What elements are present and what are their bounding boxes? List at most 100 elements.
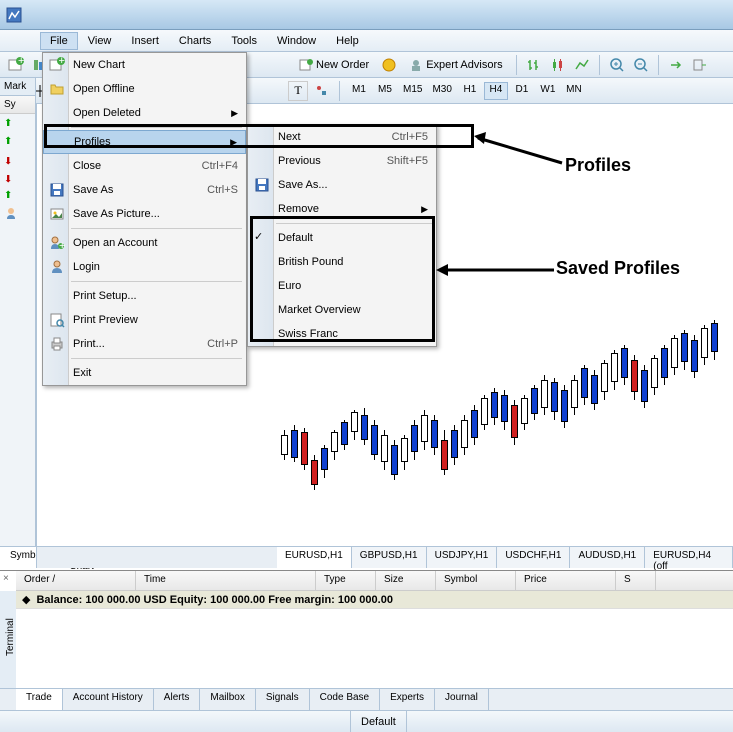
- timeframe-m30[interactable]: M30: [428, 82, 455, 100]
- terminal-tab-alerts[interactable]: Alerts: [154, 689, 201, 710]
- toolbar-separator: [516, 55, 517, 75]
- zoom-out-button[interactable]: [631, 55, 651, 75]
- shift-button[interactable]: [690, 55, 710, 75]
- profile-item-british-pound[interactable]: British Pound: [248, 250, 436, 274]
- chart-tab[interactable]: USDCHF,H1: [497, 547, 570, 568]
- chart-tab[interactable]: EURUSD,H1: [277, 547, 352, 568]
- terminal-column-header[interactable]: Order /: [16, 571, 136, 590]
- menu-window[interactable]: Window: [267, 32, 326, 50]
- profile-item-market-overview[interactable]: Market Overview: [248, 298, 436, 322]
- profile-item-previous[interactable]: PreviousShift+F5: [248, 149, 436, 173]
- terminal-tab-code-base[interactable]: Code Base: [310, 689, 380, 710]
- menu-charts[interactable]: Charts: [169, 32, 221, 50]
- scroll-button[interactable]: [666, 55, 686, 75]
- profile-item-save-as-[interactable]: Save As...: [248, 173, 436, 197]
- terminal-column-header[interactable]: S: [616, 571, 656, 590]
- timeframe-mn[interactable]: MN: [562, 82, 586, 100]
- menu-item-open-deleted[interactable]: Open Deleted▶: [43, 101, 246, 125]
- terminal-column-header[interactable]: Time: [136, 571, 316, 590]
- menu-item-print-setup-[interactable]: Print Setup...: [43, 284, 246, 308]
- chart-tab[interactable]: EURUSD,H4 (off: [645, 547, 733, 568]
- profile-item-swiss-franc[interactable]: Swiss Franc: [248, 322, 436, 346]
- chart-tab[interactable]: USDJPY,H1: [427, 547, 498, 568]
- menu-item-profiles[interactable]: Profiles▶: [43, 130, 246, 154]
- autotrading-button[interactable]: [379, 55, 399, 75]
- expert-advisors-button[interactable]: Expert Advisors: [403, 56, 508, 74]
- text-button[interactable]: T: [288, 81, 308, 101]
- menu-item-exit[interactable]: Exit: [43, 361, 246, 385]
- menu-item-open-offline[interactable]: Open Offline: [43, 77, 246, 101]
- new-chart-button[interactable]: +: [6, 55, 26, 75]
- profile-item-next[interactable]: NextCtrl+F5: [248, 125, 436, 149]
- profile-item-default[interactable]: ✓Default: [248, 226, 436, 250]
- market-watch-row[interactable]: ⬆: [0, 168, 35, 186]
- timeframe-w1[interactable]: W1: [536, 82, 560, 100]
- timeframe-h1[interactable]: H1: [458, 82, 482, 100]
- market-watch-row[interactable]: ⬆: [0, 186, 35, 204]
- timeframe-m1[interactable]: M1: [347, 82, 371, 100]
- terminal-tab-experts[interactable]: Experts: [380, 689, 435, 710]
- menu-item-open-an-account[interactable]: +Open an Account: [43, 231, 246, 255]
- terminal-tab-mailbox[interactable]: Mailbox: [200, 689, 255, 710]
- save-icon: [254, 177, 270, 193]
- market-watch-row[interactable]: ⬆: [0, 114, 35, 132]
- submenu-arrow-icon: ▶: [231, 108, 238, 119]
- menu-item-save-as-picture-[interactable]: Save As Picture...: [43, 202, 246, 226]
- menu-item-login[interactable]: Login: [43, 255, 246, 279]
- menu-item-new-chart[interactable]: +New Chart: [43, 53, 246, 77]
- menu-item-save-as[interactable]: Save AsCtrl+S: [43, 178, 246, 202]
- annotation-label-saved: Saved Profiles: [556, 258, 680, 279]
- line-chart-button[interactable]: [572, 55, 592, 75]
- menu-item-print-preview[interactable]: Print Preview: [43, 308, 246, 332]
- down-arrow-icon: ⬆: [4, 172, 12, 183]
- candle-chart-button[interactable]: [548, 55, 568, 75]
- print-icon: [49, 336, 65, 352]
- timeframe-h4[interactable]: H4: [484, 82, 508, 100]
- menu-file[interactable]: File: [40, 32, 78, 50]
- status-bar: Default: [0, 710, 733, 732]
- menu-help[interactable]: Help: [326, 32, 369, 50]
- terminal-column-header[interactable]: Symbol: [436, 571, 516, 590]
- timeframe-d1[interactable]: D1: [510, 82, 534, 100]
- menu-item-close[interactable]: CloseCtrl+F4: [43, 154, 246, 178]
- menu-separator: [71, 228, 242, 229]
- preview-icon: [49, 312, 65, 328]
- chart-tab[interactable]: GBPUSD,H1: [352, 547, 427, 568]
- timeframe-m15[interactable]: M15: [399, 82, 426, 100]
- terminal-tab-trade[interactable]: Trade: [16, 689, 63, 710]
- svg-text:+: +: [59, 57, 65, 67]
- chart-tab[interactable]: AUDUSD,H1: [570, 547, 645, 568]
- bar-chart-button[interactable]: [524, 55, 544, 75]
- terminal-column-header[interactable]: Size: [376, 571, 436, 590]
- zoom-in-button[interactable]: [607, 55, 627, 75]
- terminal-balance-row: ◆ Balance: 100 000.00 USD Equity: 100 00…: [16, 591, 733, 609]
- objects-button[interactable]: [312, 81, 332, 101]
- terminal-tab-signals[interactable]: Signals: [256, 689, 310, 710]
- menu-insert[interactable]: Insert: [121, 32, 169, 50]
- market-watch-row[interactable]: [0, 204, 35, 222]
- terminal-column-header[interactable]: Type: [316, 571, 376, 590]
- timeframe-bar: M1M5M15M30H1H4D1W1MN: [347, 82, 586, 100]
- terminal-close-button[interactable]: ×: [3, 573, 9, 584]
- profile-item-euro[interactable]: Euro: [248, 274, 436, 298]
- toolbar-separator: [339, 81, 340, 101]
- file-menu-dropdown: +New ChartOpen OfflineOpen Deleted▶ Profi…: [42, 52, 247, 386]
- terminal-tab-account-history[interactable]: Account History: [63, 689, 154, 710]
- annotation-arrow: [474, 128, 564, 168]
- terminal-tab-journal[interactable]: Journal: [435, 689, 489, 710]
- menu-view[interactable]: View: [78, 32, 122, 50]
- market-watch-header: Mark: [0, 78, 35, 96]
- market-watch-row[interactable]: ⬆: [0, 132, 35, 150]
- market-watch-row[interactable]: ⬆: [0, 150, 35, 168]
- status-cell: [406, 711, 526, 732]
- profile-item-remove[interactable]: Remove▶: [248, 197, 436, 221]
- timeframe-m5[interactable]: M5: [373, 82, 397, 100]
- menu-item-print-[interactable]: Print...Ctrl+P: [43, 332, 246, 356]
- user-plus-icon: +: [49, 235, 65, 251]
- terminal-column-header[interactable]: Price: [516, 571, 616, 590]
- expert-advisors-label: Expert Advisors: [426, 59, 502, 71]
- new-order-button[interactable]: New Order: [293, 56, 375, 74]
- submenu-arrow-icon: ▶: [230, 137, 237, 148]
- menu-tools[interactable]: Tools: [221, 32, 267, 50]
- toolbar-separator: [658, 55, 659, 75]
